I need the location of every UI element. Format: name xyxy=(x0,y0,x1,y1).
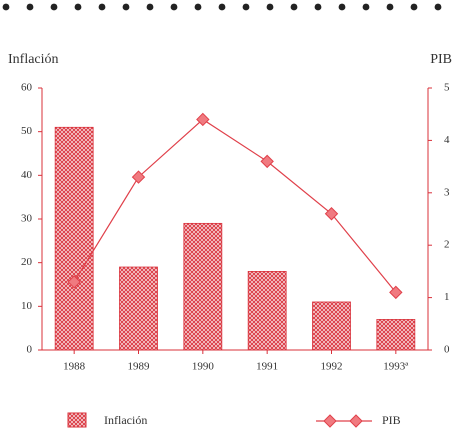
bar xyxy=(312,301,351,351)
y2-tick-label: 0 xyxy=(444,344,450,356)
y-tick-label: 0 xyxy=(27,344,33,356)
pib-marker xyxy=(389,285,403,300)
y2-axis-title: PIB xyxy=(430,52,452,67)
x-tick-label: 1991 xyxy=(256,361,278,373)
bar xyxy=(54,126,94,351)
bar xyxy=(376,319,416,351)
y-tick-label: 50 xyxy=(21,125,33,137)
pib-marker xyxy=(131,170,146,184)
pib-line xyxy=(73,118,397,293)
legend-marker xyxy=(323,414,337,428)
legend-swatch xyxy=(67,412,87,428)
legend-label: PIB xyxy=(382,413,401,427)
y2-tick-label: 1 xyxy=(444,291,450,303)
pib-marker xyxy=(260,154,274,169)
y2-tick-label: 2 xyxy=(444,239,450,251)
x-tick-label: 1992 xyxy=(321,361,343,373)
y-tick-label: 60 xyxy=(21,82,33,94)
legend-marker xyxy=(349,414,363,428)
x-tick-label: 1993ª xyxy=(383,361,409,373)
pib-marker xyxy=(196,112,210,127)
bar xyxy=(247,270,287,351)
y-axis-title: Inflación xyxy=(8,52,59,67)
x-tick-label: 1989 xyxy=(128,361,151,373)
y-tick-label: 20 xyxy=(21,256,33,268)
x-tick-label: 1988 xyxy=(63,361,86,373)
y2-tick-label: 5 xyxy=(444,82,450,94)
y-tick-label: 10 xyxy=(21,300,33,312)
y2-tick-label: 3 xyxy=(444,186,450,198)
pib-marker xyxy=(67,275,81,289)
pib-marker xyxy=(324,207,339,221)
x-tick-label: 1990 xyxy=(192,361,215,373)
legend-label: Inflación xyxy=(104,413,147,427)
bar xyxy=(119,266,158,351)
y-tick-label: 30 xyxy=(21,213,33,225)
decorative-dots xyxy=(2,3,442,11)
bar xyxy=(183,222,223,351)
y2-tick-label: 4 xyxy=(444,134,450,146)
y-tick-label: 40 xyxy=(21,169,33,181)
